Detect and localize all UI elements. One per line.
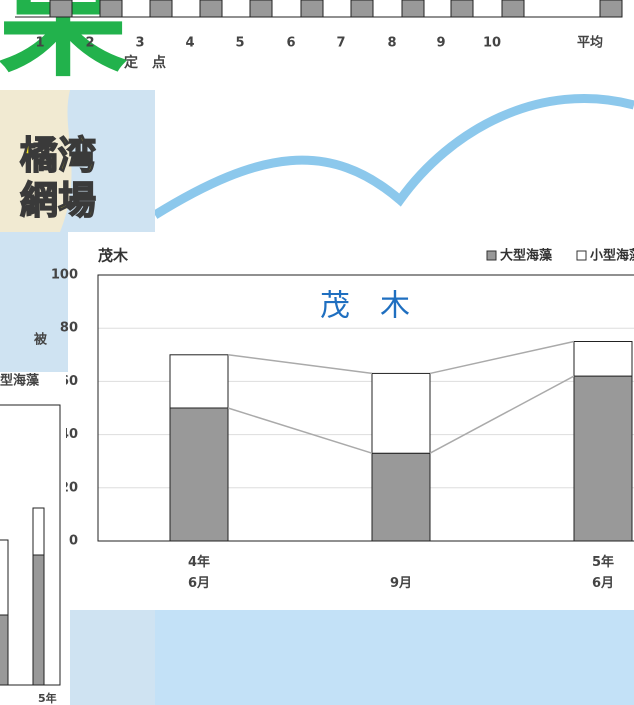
y-tick-label: 80 bbox=[60, 321, 78, 336]
map-label: 橘湾 bbox=[20, 134, 96, 178]
strip-bar bbox=[300, 0, 324, 18]
top-axis-label: 5 bbox=[235, 36, 244, 51]
legend-label: 大型海藻 bbox=[500, 248, 553, 264]
chart-panel bbox=[70, 232, 634, 610]
strip-bar bbox=[199, 0, 223, 18]
bar-segment bbox=[573, 341, 633, 377]
strip-bar bbox=[501, 0, 525, 18]
connector-line bbox=[227, 354, 373, 375]
y-tick-label: 100 bbox=[51, 268, 78, 283]
top-axis-title: 定 点 bbox=[124, 54, 166, 71]
top-axis-label: 9 bbox=[436, 36, 445, 51]
left-bar bbox=[0, 614, 9, 686]
left-bar bbox=[0, 539, 9, 616]
x-tick-label: 5年 6月 bbox=[591, 555, 615, 591]
legend-swatch bbox=[486, 250, 497, 261]
strip-bar bbox=[249, 0, 273, 18]
top-axis-label: 6 bbox=[286, 36, 295, 51]
bar-segment bbox=[573, 375, 633, 542]
top-axis-label: 10 bbox=[483, 36, 501, 51]
left-bar bbox=[32, 554, 45, 686]
connector-line bbox=[227, 407, 373, 454]
top-axis-label: 7 bbox=[336, 36, 345, 51]
strip-bar bbox=[401, 0, 425, 18]
strip-bar bbox=[350, 0, 374, 18]
x-tick-label: 4年 6月 bbox=[187, 555, 211, 591]
bar-segment bbox=[371, 452, 431, 542]
connector-line bbox=[429, 340, 575, 375]
top-axis-label: 3 bbox=[135, 36, 144, 51]
strip-bar bbox=[599, 0, 623, 18]
top-axis-label: 平均 bbox=[577, 35, 603, 51]
map-label: 網場 bbox=[20, 179, 96, 223]
strip-bar bbox=[450, 0, 474, 18]
top-axis-label: 2 bbox=[85, 36, 94, 51]
bar-segment bbox=[169, 354, 229, 409]
strip-bar bbox=[99, 0, 123, 18]
chart-title: 茂 木 bbox=[320, 289, 410, 324]
strip-bar bbox=[49, 0, 73, 18]
decor-curve bbox=[152, 93, 634, 219]
left-label: 型海藻 bbox=[0, 373, 40, 389]
connector-line bbox=[429, 375, 575, 454]
legend-swatch bbox=[576, 250, 587, 261]
x-tick-label: 9月 bbox=[389, 576, 413, 591]
legend-label: 小型海藻 bbox=[590, 248, 634, 264]
left-bar bbox=[32, 507, 45, 556]
map bbox=[70, 605, 155, 705]
top-axis-label: 8 bbox=[387, 36, 396, 51]
left-label: 5年 bbox=[38, 691, 57, 705]
chart-label: 茂木 bbox=[98, 247, 129, 265]
top-axis-label: 4 bbox=[185, 36, 194, 51]
strip-bar bbox=[149, 0, 173, 18]
map bbox=[0, 232, 68, 372]
y-tick-label: 0 bbox=[69, 534, 78, 549]
map-land bbox=[0, 90, 72, 232]
left-plot bbox=[0, 404, 61, 686]
bar-segment bbox=[169, 407, 229, 542]
blue-panel bbox=[155, 610, 634, 705]
left-label: 被 bbox=[33, 332, 48, 348]
top-axis-label: 1 bbox=[35, 36, 44, 51]
bar-segment bbox=[371, 372, 431, 454]
